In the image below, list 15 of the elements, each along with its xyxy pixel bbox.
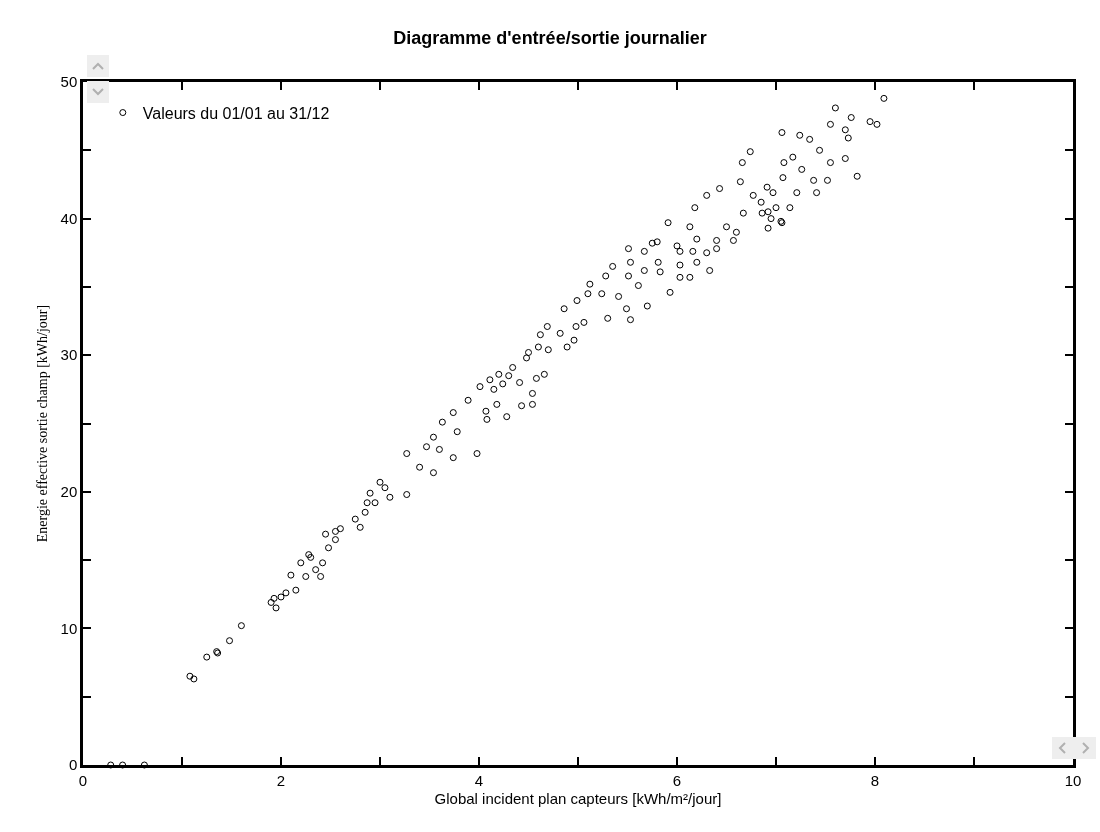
x-tick-label: 10 [1064,771,1082,789]
legend-label: Valeurs du 01/01 au 31/12 [142,104,330,122]
y-tick-label: 30 [60,346,78,364]
y-tick-label: 0 [68,756,78,774]
y-tick-label: 50 [60,73,78,91]
x-axis-title: Global incident plan capteurs [kWh/m²/jour] [434,789,722,807]
x-tick-label: 8 [870,771,880,789]
y-tick-label: 20 [60,483,78,501]
x-tick-label: 2 [276,771,286,789]
y-tick-label: 40 [60,209,78,227]
x-tick-label: 6 [672,771,682,789]
y-tick-label: 10 [60,619,78,637]
y-axis-title: Energie effective sortie champ [kWh/jour] [35,304,51,543]
chart-title: Diagramme d'entrée/sortie journalier [393,27,707,48]
x-tick-label: 4 [474,771,484,789]
